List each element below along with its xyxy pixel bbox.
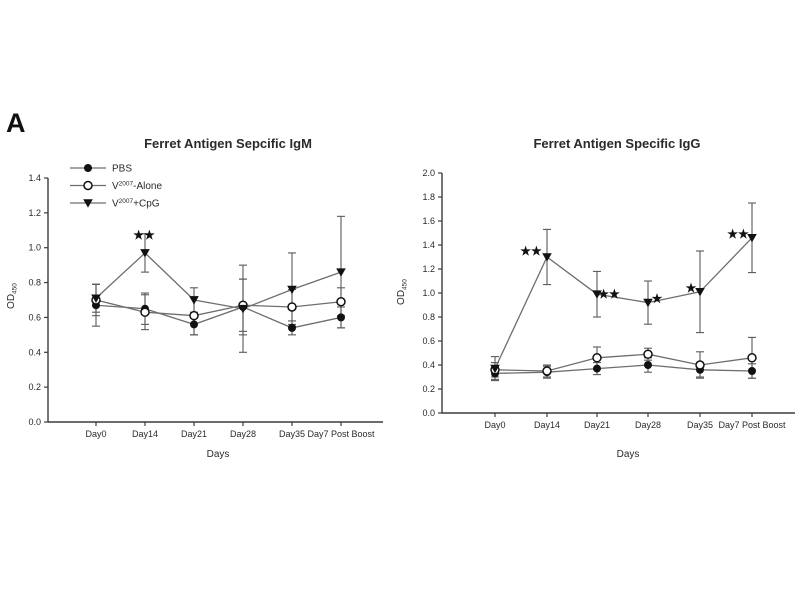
y-tick-label: 2.0: [422, 168, 435, 178]
series-line-v2007-alone: [494, 353, 753, 372]
series-line-v2007-cpg: [95, 252, 342, 310]
series-line-pbs: [95, 304, 342, 329]
y-tick-label: 0.2: [422, 384, 435, 394]
y-tick-label: 0.4: [422, 360, 435, 370]
x-tick-label: Day21: [181, 429, 207, 439]
chart-title: Ferret Antigen Specific IgG: [533, 136, 700, 151]
triangle-marker-v2007-cpg-legend: [83, 199, 93, 208]
circle-marker-pbs: [748, 367, 756, 375]
significance-annotation: ★★: [520, 244, 542, 258]
x-axis-title: Days: [617, 449, 640, 460]
y-axis-title: OD450: [6, 283, 19, 309]
legend-label-v2007-cpg: V2007+CpG: [112, 198, 160, 210]
significance-annotation: ★★: [133, 228, 155, 242]
series-line-v2007-alone: [95, 299, 342, 317]
y-axis-title: OD450: [396, 279, 409, 305]
legend-label-v2007-alone: V2007-Alone: [112, 181, 162, 193]
x-tick-label: Day0: [85, 429, 106, 439]
significance-annotation: ★: [686, 281, 697, 295]
y-tick-label: 1.8: [422, 192, 435, 202]
x-tick-label: Day28: [230, 429, 256, 439]
y-tick-label: 0.2: [28, 382, 41, 392]
x-tick-label: Day21: [584, 420, 610, 430]
y-tick-label: 1.4: [422, 240, 435, 250]
y-tick-label: 0.6: [28, 312, 41, 322]
open-circle-marker-v2007-alone: [747, 353, 757, 363]
y-tick-label: 1.4: [28, 173, 41, 183]
significance-annotation: ★★: [727, 227, 749, 241]
circle-marker-pbs: [337, 313, 345, 322]
panel-label: A: [6, 108, 26, 138]
triangle-marker-v2007-cpg: [592, 290, 602, 299]
circle-marker-pbs-legend: [84, 164, 92, 172]
series-line-v2007-cpg: [494, 237, 753, 369]
series-line-pbs: [494, 364, 753, 375]
open-circle-marker-v2007-alone: [336, 296, 346, 307]
open-circle-marker-v2007-alone: [592, 353, 602, 363]
triangle-marker-v2007-cpg: [140, 249, 150, 258]
chart-title: Ferret Antigen Sepcific IgM: [144, 136, 312, 151]
significance-annotation: ★: [652, 292, 663, 306]
triangle-marker-v2007-cpg: [189, 296, 199, 305]
open-circle-marker-v2007-alone: [189, 310, 199, 321]
x-tick-label: Day28: [635, 420, 661, 430]
circle-marker-pbs: [190, 320, 198, 329]
circle-marker-pbs: [593, 364, 601, 373]
x-axis-title: Days: [207, 449, 230, 460]
triangle-marker-v2007-cpg: [747, 234, 757, 243]
y-tick-label: 1.2: [28, 208, 41, 218]
y-tick-label: 1.0: [28, 243, 41, 253]
triangle-marker-v2007-cpg: [336, 268, 346, 277]
x-tick-label: Day14: [534, 420, 560, 430]
open-circle-marker-v2007-alone: [542, 366, 552, 376]
open-circle-marker-v2007-alone-legend: [83, 180, 93, 191]
x-tick-label: Day35: [687, 420, 713, 430]
circle-marker-pbs: [288, 323, 296, 332]
x-tick-label: Day0: [484, 420, 505, 430]
triangle-marker-v2007-cpg: [695, 288, 705, 297]
open-circle-marker-v2007-alone: [287, 302, 297, 312]
significance-annotation: ★★: [598, 287, 620, 301]
y-tick-label: 0.6: [422, 336, 435, 346]
x-tick-label: Day7 Post Boost: [718, 420, 786, 430]
legend-label-pbs: PBS: [112, 164, 132, 175]
x-tick-label: Day7 Post Boost: [307, 429, 375, 439]
triangle-marker-v2007-cpg: [542, 253, 552, 262]
triangle-marker-v2007-cpg: [91, 294, 101, 303]
y-tick-label: 0.0: [28, 417, 41, 427]
triangle-marker-v2007-cpg: [490, 364, 500, 374]
open-circle-marker-v2007-alone: [140, 307, 150, 317]
igg-chart: 0.0 0.2 0.4 0.6 0.8 1.0 1.2 1.4 1.6 1.8 2.0 Day0 Day…: [396, 136, 795, 460]
circle-marker-pbs: [644, 361, 652, 369]
x-tick-label: Day14: [132, 429, 158, 439]
open-circle-marker-v2007-alone: [643, 349, 653, 359]
y-tick-label: 0.4: [28, 347, 41, 357]
open-circle-marker-v2007-alone: [695, 360, 705, 370]
triangle-marker-v2007-cpg: [643, 298, 653, 308]
y-tick-label: 1.2: [422, 264, 435, 274]
y-tick-label: 1.6: [422, 216, 435, 226]
x-tick-label: Day35: [279, 429, 305, 439]
y-tick-label: 0.0: [422, 408, 435, 418]
triangle-marker-v2007-cpg: [238, 304, 248, 314]
y-tick-label: 1.0: [422, 288, 435, 298]
y-tick-label: 0.8: [422, 312, 435, 322]
y-tick-label: 0.8: [28, 278, 41, 288]
triangle-marker-v2007-cpg: [287, 285, 297, 295]
